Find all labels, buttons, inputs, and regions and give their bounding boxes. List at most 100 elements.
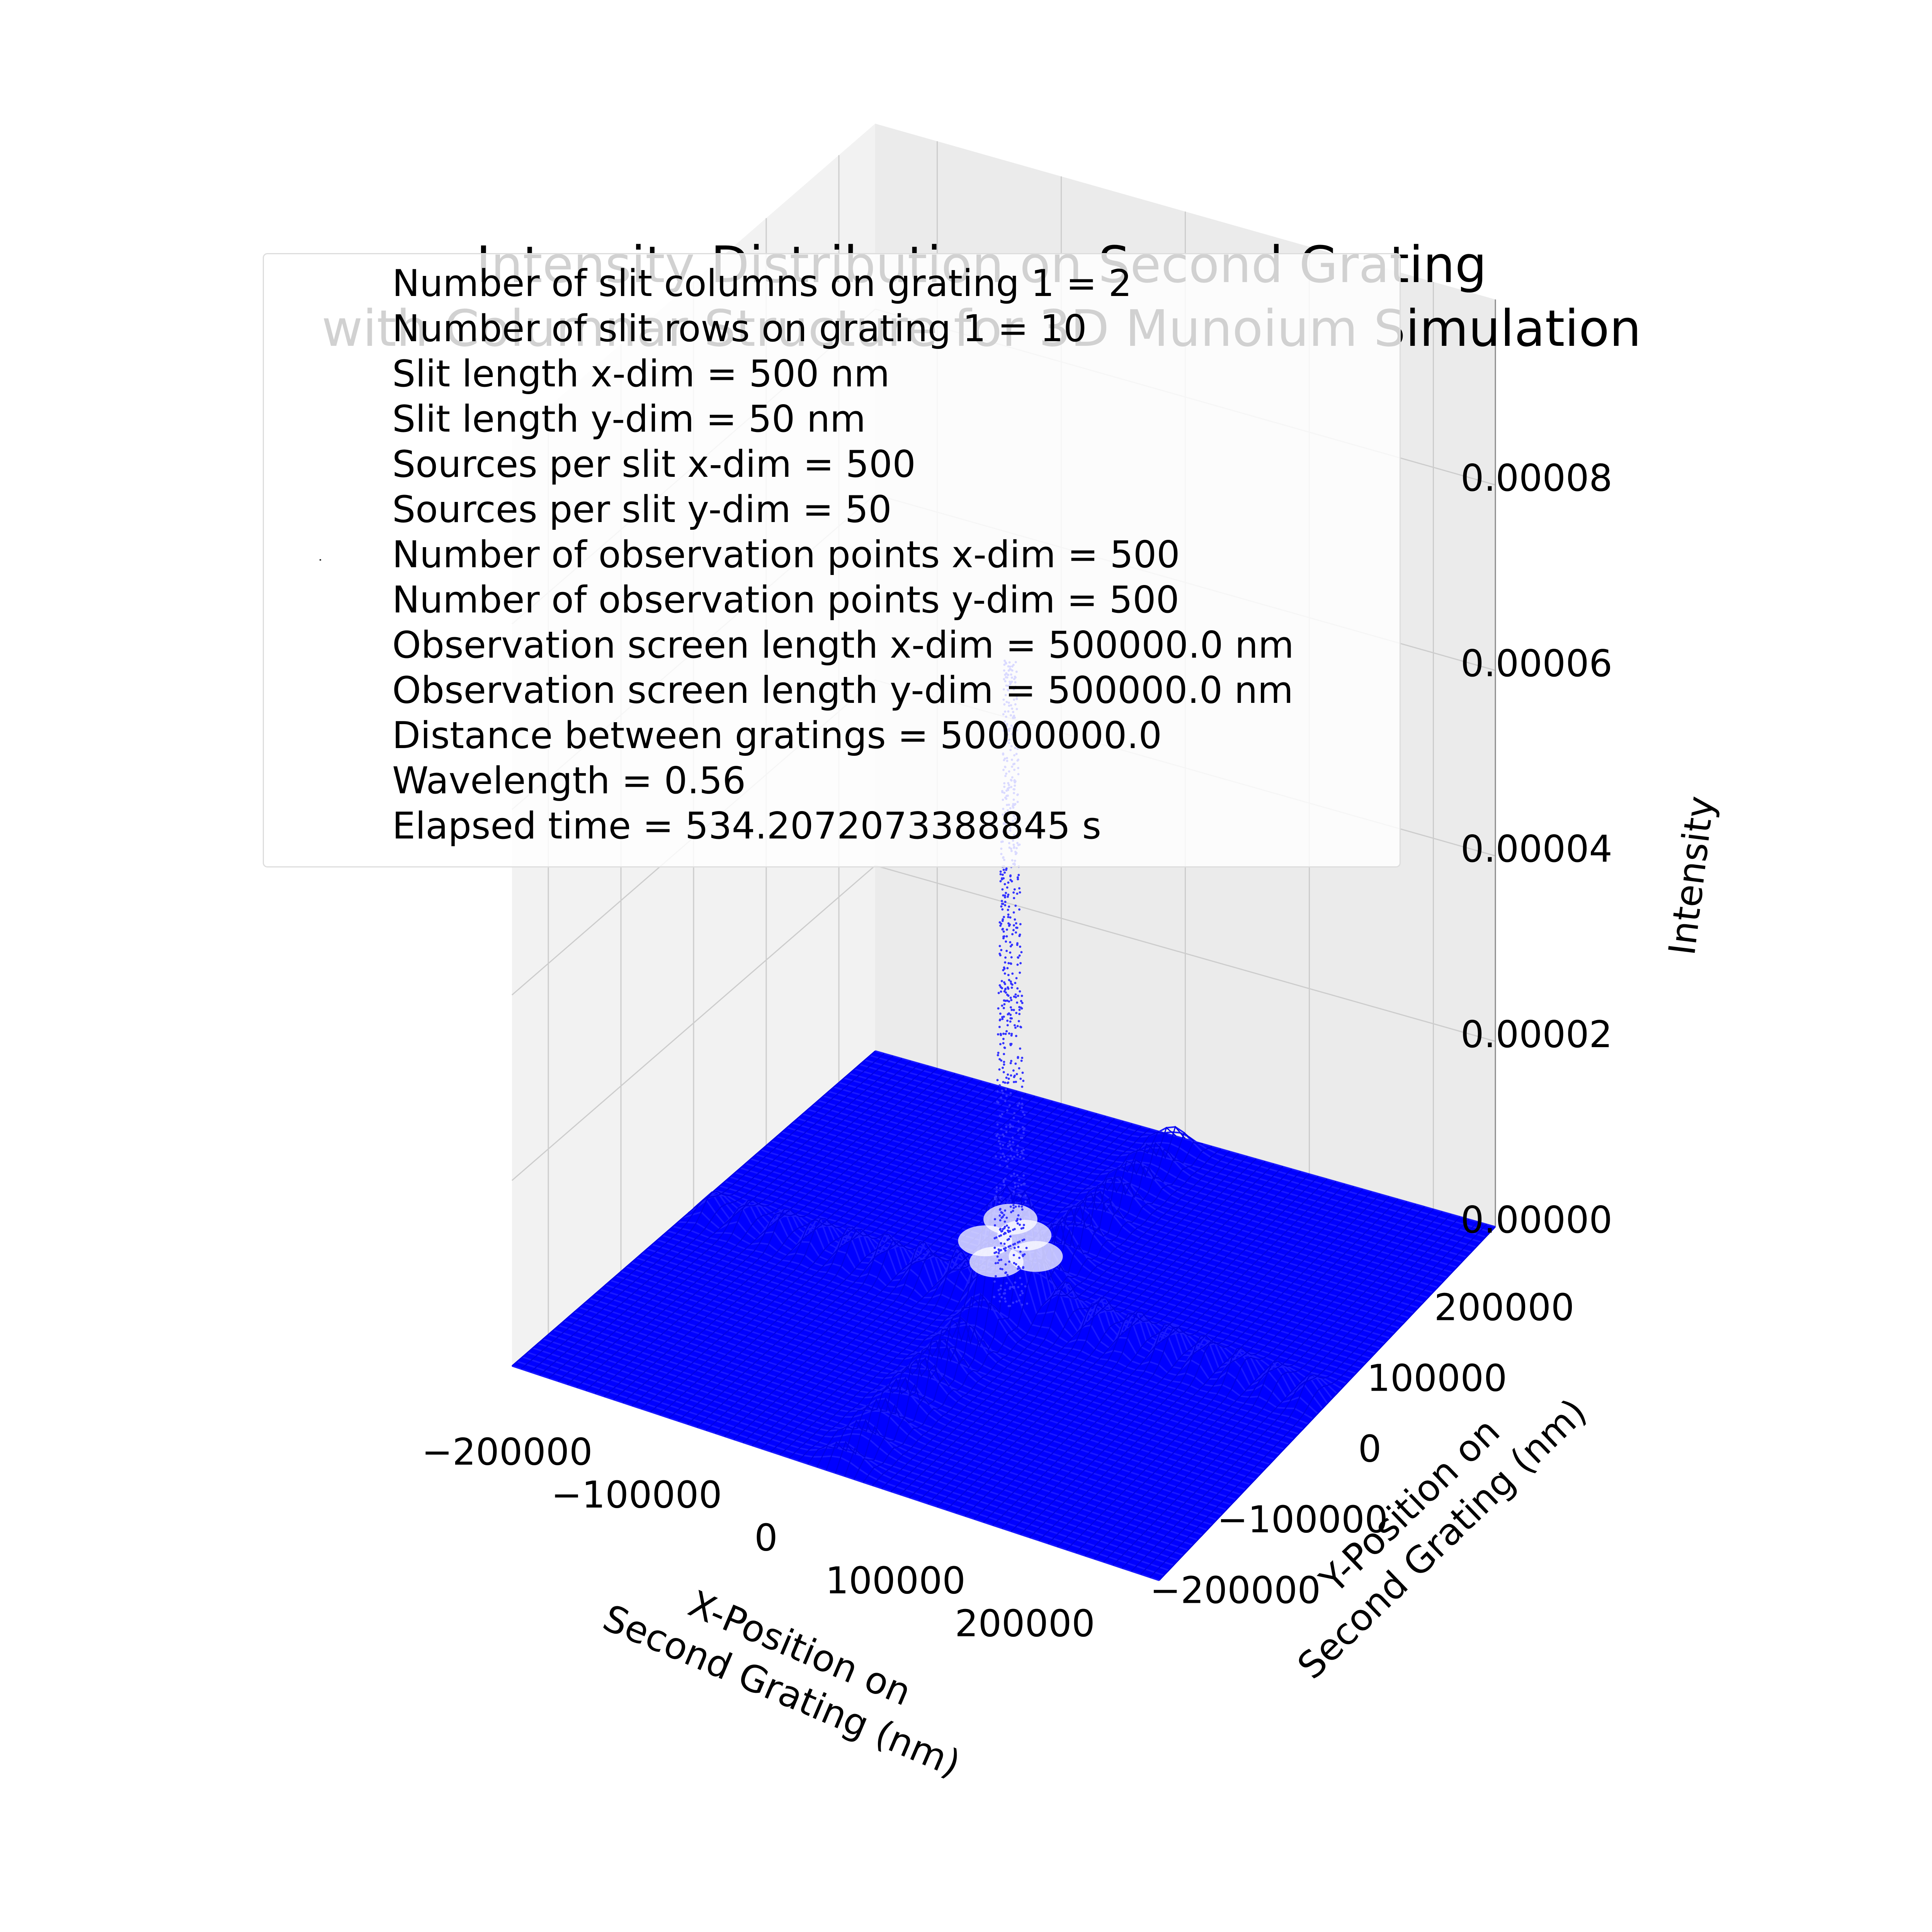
peak-point bbox=[1022, 1267, 1024, 1269]
peak-point bbox=[1017, 1286, 1020, 1288]
peak-point bbox=[1010, 1009, 1013, 1011]
peak-point bbox=[999, 1043, 1002, 1046]
peak-point bbox=[993, 1224, 996, 1227]
peak-point bbox=[1021, 1303, 1023, 1306]
intensity-surface bbox=[512, 1050, 1496, 1581]
peak-point bbox=[1010, 999, 1013, 1002]
peak-point bbox=[1005, 1160, 1007, 1162]
peak-point bbox=[1009, 1014, 1012, 1016]
peak-point bbox=[1005, 1131, 1008, 1133]
peak-point bbox=[998, 1214, 1001, 1217]
x-tick-label: 200000 bbox=[955, 1603, 1095, 1645]
peak-point bbox=[1000, 1284, 1002, 1287]
peak-point bbox=[999, 870, 1002, 873]
peak-point bbox=[998, 1136, 1000, 1139]
surface-col bbox=[937, 1166, 1283, 1507]
peak-point bbox=[997, 1133, 999, 1136]
surface-col bbox=[1150, 1224, 1487, 1578]
peak-point bbox=[1002, 894, 1005, 897]
z-tick-label: 0.00006 bbox=[1461, 643, 1612, 685]
peak-point bbox=[1007, 1013, 1009, 1015]
peak-point bbox=[1004, 983, 1006, 985]
peak-point bbox=[1018, 1240, 1021, 1243]
peak-point bbox=[997, 1033, 999, 1036]
peak-point bbox=[1003, 916, 1005, 918]
peak-point bbox=[1010, 1017, 1013, 1020]
peak-point bbox=[1005, 1095, 1008, 1097]
surface-col bbox=[724, 1108, 1080, 1437]
peak-point bbox=[1006, 928, 1008, 931]
surface-col bbox=[1094, 1209, 1434, 1560]
peak-point bbox=[1019, 1250, 1022, 1253]
surface-col bbox=[650, 1088, 1009, 1413]
peak-point bbox=[1022, 1149, 1025, 1151]
peak-point bbox=[999, 924, 1002, 927]
peak-point bbox=[1009, 874, 1012, 877]
peak-point bbox=[1022, 1131, 1025, 1134]
peak-point bbox=[1019, 1195, 1022, 1198]
peak-point bbox=[1003, 1297, 1006, 1300]
peak-point bbox=[1002, 1071, 1005, 1073]
peak-point bbox=[1018, 887, 1020, 889]
lobe-highlight bbox=[969, 1247, 1024, 1278]
peak-point bbox=[998, 1293, 1001, 1296]
peak-point bbox=[1001, 888, 1004, 891]
peak-point bbox=[1005, 867, 1008, 870]
surface-col bbox=[1011, 1186, 1354, 1532]
peak-point bbox=[1011, 933, 1014, 935]
peak-point bbox=[1009, 923, 1011, 926]
peak-point bbox=[1017, 1129, 1019, 1132]
peak-point bbox=[1019, 923, 1022, 925]
peak-point bbox=[1007, 986, 1009, 989]
peak-point bbox=[1003, 972, 1006, 975]
y-tick-label: 200000 bbox=[1434, 1287, 1575, 1329]
peak-point bbox=[1008, 979, 1010, 981]
peak-point bbox=[1004, 1232, 1007, 1235]
peak-point bbox=[997, 992, 1000, 994]
peak-point bbox=[1020, 1026, 1022, 1029]
peak-point bbox=[1003, 1053, 1005, 1055]
surface-col bbox=[881, 1151, 1230, 1489]
peak-point bbox=[1023, 1127, 1026, 1130]
legend-entry: Elapsed time = 534.2072073388845 s bbox=[392, 805, 1101, 847]
peak-point bbox=[997, 1054, 999, 1056]
peak-point bbox=[1010, 1148, 1013, 1151]
surface-col bbox=[1085, 1206, 1425, 1556]
peak-point bbox=[1004, 1272, 1007, 1274]
peak-point bbox=[1009, 1140, 1011, 1143]
peak-point bbox=[1002, 1007, 1005, 1009]
surface-col bbox=[530, 1055, 893, 1373]
peak-point bbox=[1013, 1081, 1015, 1083]
surface-col bbox=[964, 1173, 1310, 1517]
peak-point bbox=[999, 1267, 1002, 1270]
peak-point bbox=[1002, 1135, 1005, 1138]
peak-point bbox=[1004, 1209, 1007, 1212]
peak-point bbox=[1017, 1194, 1020, 1196]
surface-col bbox=[992, 1181, 1337, 1526]
surface-col bbox=[1048, 1196, 1389, 1544]
peak-point bbox=[1002, 1032, 1005, 1035]
surface-col bbox=[512, 1050, 876, 1367]
peak-point bbox=[1003, 894, 1006, 897]
peak-point bbox=[998, 1068, 1001, 1071]
peak-point bbox=[1009, 1092, 1012, 1095]
surface-col bbox=[974, 1176, 1319, 1520]
legend-entry: Slit length y-dim = 50 nm bbox=[392, 398, 866, 440]
y-tick-label: 100000 bbox=[1367, 1357, 1507, 1400]
peak-point bbox=[996, 1255, 999, 1258]
peak-point bbox=[1000, 1059, 1003, 1062]
surface-col bbox=[678, 1095, 1035, 1422]
peak-point bbox=[1014, 1182, 1016, 1184]
peak-point bbox=[996, 1123, 999, 1126]
z-tick-label: 0.00008 bbox=[1461, 457, 1612, 500]
peak-point bbox=[1012, 1207, 1015, 1209]
peak-point bbox=[1012, 1209, 1014, 1212]
peak-point bbox=[993, 1280, 996, 1283]
peak-point bbox=[1017, 1120, 1020, 1123]
peak-point bbox=[1004, 1082, 1007, 1084]
peak-point bbox=[995, 1190, 998, 1193]
peak-point bbox=[1007, 1077, 1010, 1080]
peak-point bbox=[1003, 1220, 1006, 1223]
peak-point bbox=[1024, 1200, 1027, 1203]
peak-point bbox=[1015, 1149, 1018, 1151]
